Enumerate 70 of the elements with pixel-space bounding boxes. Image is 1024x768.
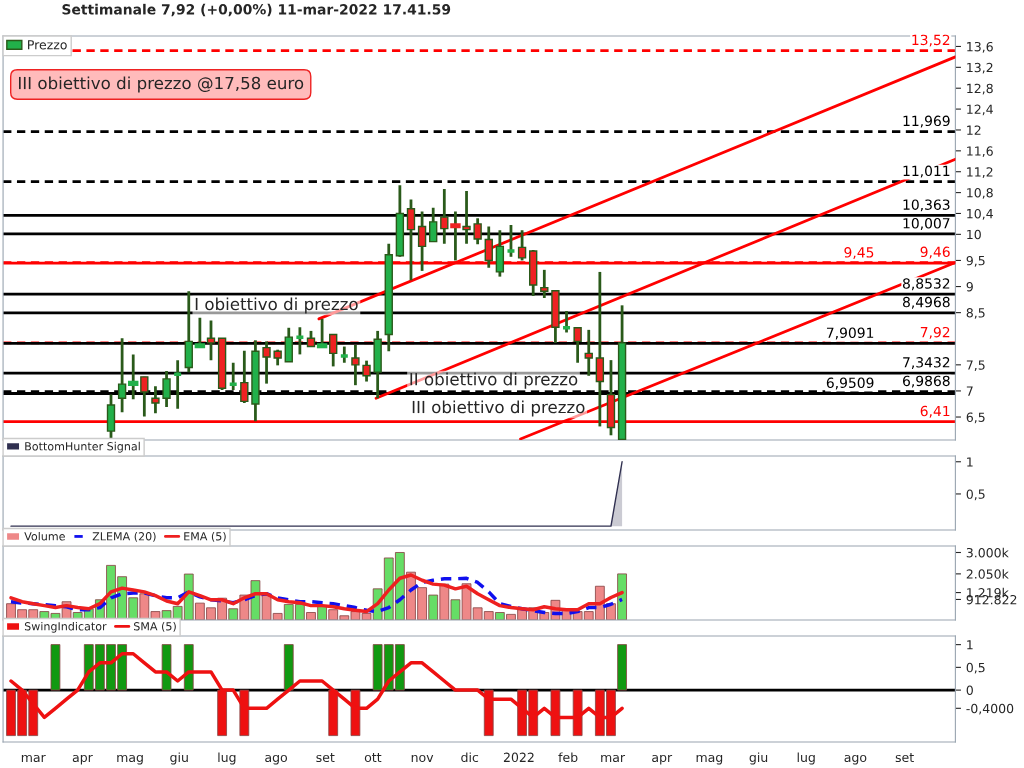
x-tick-label: ago — [265, 754, 288, 765]
x-tick-label: feb — [558, 752, 578, 763]
x-tick-label: nov — [411, 754, 434, 763]
y-tick-label: 2.050k — [966, 569, 1009, 579]
annotation: III obiettivo di prezzo @17,58 euro — [18, 76, 304, 93]
x-tick-label: mar — [21, 754, 46, 763]
x-tick-label: ago — [844, 754, 867, 765]
ref-line-label: 8,4968 — [902, 296, 950, 309]
ref-line-label: 7,92 — [920, 326, 950, 339]
ref-line-label: 6,9509 — [826, 377, 874, 390]
x-tick-label: apr — [652, 754, 673, 765]
x-tick-label: 2022 — [503, 752, 534, 763]
ref-line-label: 6,9868 — [903, 375, 950, 388]
legend-label: EMA (5) — [184, 531, 226, 542]
ref-line-label: 13,52 — [912, 34, 950, 47]
x-tick-label: set — [895, 753, 914, 763]
y-tick-label: 10,4 — [967, 208, 993, 220]
y-tick-label: 0 — [966, 685, 973, 696]
ref-line-label: 11,011 — [903, 165, 950, 178]
legend-label: BottomHunter Signal — [25, 441, 140, 453]
x-tick-label: apr — [72, 754, 93, 765]
y-tick-label: 12 — [967, 125, 981, 135]
y-tick-label: 10 — [967, 229, 981, 240]
y-tick-label: 10,8 — [967, 188, 993, 199]
legend-label: ZLEMA (20) — [92, 531, 156, 542]
y-tick-label: 13,6 — [967, 41, 993, 53]
ref-line-label: 7,3432 — [903, 357, 950, 369]
y-tick-label: 11,6 — [967, 146, 993, 158]
annotation: I obiettivo di prezzo — [195, 297, 358, 314]
y-tick-label: 13,2 — [967, 62, 993, 74]
ref-line-label: 10,007 — [903, 218, 950, 230]
y-tick-label: 7 — [966, 386, 973, 396]
y-tick-label: 1 — [967, 640, 973, 650]
x-tick-label: ott — [364, 753, 382, 763]
y-tick-label: 12,4 — [967, 104, 993, 116]
annotation: III obiettivo di prezzo — [412, 400, 585, 417]
ref-line-label: 8,8532 — [902, 278, 950, 291]
ref-line-label: 10,363 — [903, 199, 950, 212]
x-tick-label: mag — [117, 754, 143, 765]
ref-line-label: 9,46 — [920, 246, 950, 259]
annotation: II obiettivo di prezzo — [410, 372, 578, 389]
y-tick-label: 7,5 — [966, 360, 985, 372]
y-tick-label: 3.000k — [966, 547, 1009, 558]
ref-line-label: 6,41 — [920, 405, 950, 418]
ref-line-label: 7,9091 — [826, 327, 874, 340]
legend-label: SMA (5) — [134, 621, 176, 632]
x-tick-label: giu — [749, 752, 768, 765]
x-tick-label: dic — [461, 752, 479, 763]
y-tick-label: -0,4000 — [966, 703, 1014, 715]
ref-line-label: 9,45 — [844, 247, 874, 259]
y-tick-label: 0,5 — [966, 662, 985, 674]
y-tick-label: 12,8 — [967, 83, 993, 95]
x-tick-label: lug — [218, 752, 236, 765]
y-tick-label: 9 — [966, 282, 973, 292]
x-tick-label: set — [316, 753, 335, 763]
y-tick-label: 6,5 — [966, 412, 985, 424]
legend-label: Volume — [24, 531, 65, 541]
legend-label: Prezzo — [28, 40, 67, 50]
y-tick-label: 8,5 — [966, 308, 985, 319]
x-tick-label: mag — [696, 754, 723, 765]
x-tick-label: giu — [170, 752, 188, 765]
x-tick-label: lug — [797, 752, 815, 765]
y-tick-label: 9,5 — [966, 255, 985, 267]
series-label: SwingIndicator — [24, 621, 107, 633]
y-tick-label: 11,2 — [967, 167, 993, 178]
y-tick-label: 0,5 — [966, 489, 985, 501]
chart-title: Settimanale 7,92 (+0,00%) 11-mar-2022 17.41.59 — [62, 3, 451, 17]
x-tick-label: mar — [601, 754, 626, 763]
ref-line-label: 11,969 — [903, 115, 950, 128]
y-tick-label: 1 — [967, 457, 973, 467]
